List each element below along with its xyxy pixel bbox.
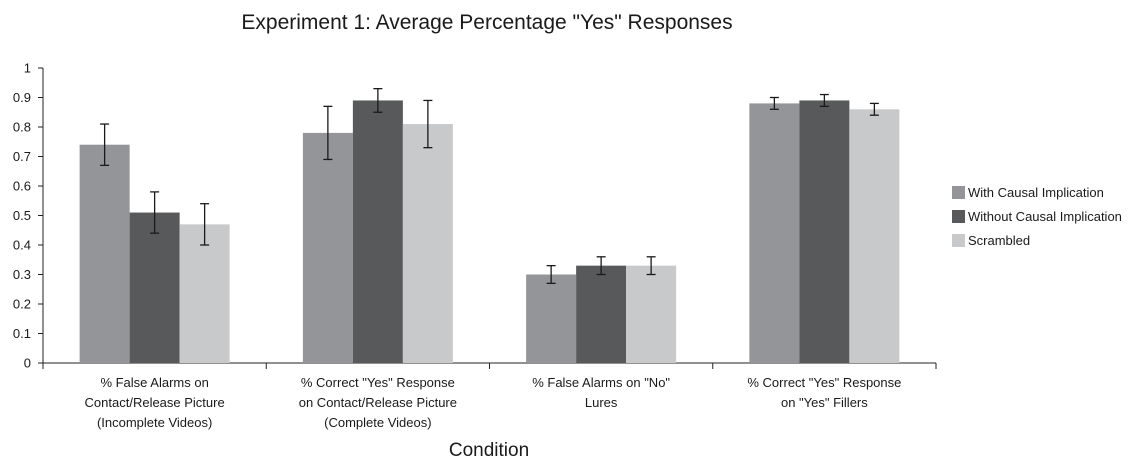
legend-swatch [952,234,965,247]
y-tick-label: 0.1 [13,326,31,341]
bar [576,265,627,363]
x-category-label-line: (Complete Videos) [324,415,431,430]
legend-label: Without Causal Implication [968,209,1122,224]
x-category-label-line: Lures [585,395,618,410]
x-category-label-line: % Correct "Yes" Response [747,375,901,390]
y-tick-label: 0.8 [13,120,31,135]
y-tick-label: 0.2 [13,297,31,312]
legend-label: With Causal Implication [968,185,1104,200]
legend-swatch [952,186,965,199]
legend: With Causal Implication Without Causal Im… [952,185,1122,248]
x-category-label: % Correct "Yes" Response on Contact/Relea… [299,375,457,430]
bar [129,212,180,363]
bars-group [79,100,900,364]
x-category-label-line: on Contact/Release Picture [299,395,457,410]
x-category-label-line: on "Yes" Fillers [781,395,868,410]
x-category-label-line: Contact/Release Picture [85,395,225,410]
y-tick-label: 0 [24,356,31,371]
bar [749,103,800,364]
bar [526,274,577,363]
y-tick-label: 0.4 [13,238,31,253]
legend-swatch [952,210,965,223]
y-tick-label: 0.6 [13,179,31,194]
y-tick-label: 1 [24,61,31,76]
y-tick-label: 0.9 [13,90,31,105]
x-category-label-line: % False Alarms on "No" [532,375,670,390]
bar [849,109,900,363]
y-tick-label: 0.3 [13,267,31,282]
x-axis-label: Condition [449,440,529,458]
chart-title: Experiment 1: Average Percentage "Yes" R… [241,11,732,34]
category-labels: % False Alarms on Contact/Release Picture… [85,375,902,430]
bar [302,132,353,363]
y-tick-label: 0.7 [13,149,31,164]
x-category-label: % Correct "Yes" Response on "Yes" Fillers [747,375,901,410]
bar [179,224,230,363]
bar [799,100,850,363]
error-bars-group [100,88,879,285]
y-tick-label: 0.5 [13,208,31,223]
bar [352,100,403,363]
bar [402,124,453,363]
x-category-label-line: % Correct "Yes" Response [301,375,455,390]
x-category-label: % False Alarms on Contact/Release Picture… [85,375,225,430]
x-category-label: % False Alarms on "No" Lures [532,375,670,410]
x-category-label-line: % False Alarms on [100,375,208,390]
bar [626,265,677,363]
x-category-label-line: (Incomplete Videos) [97,415,212,430]
legend-label: Scrambled [968,233,1030,248]
bar [79,144,130,363]
